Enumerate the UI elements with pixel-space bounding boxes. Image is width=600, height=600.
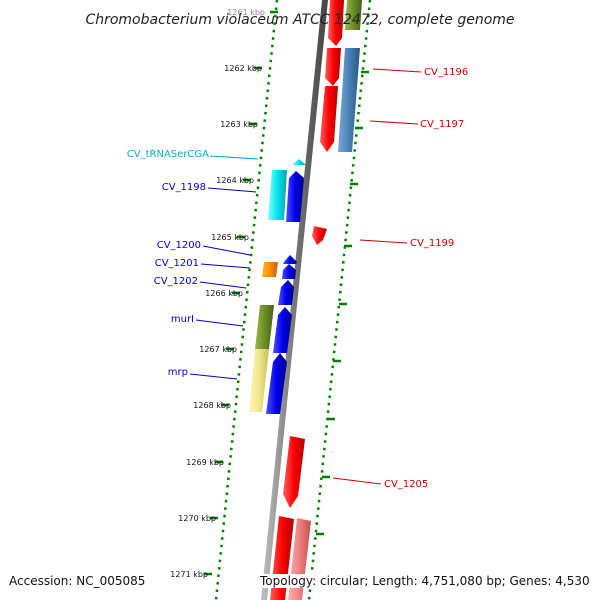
gene-feature[interactable]: [328, 0, 344, 46]
tick-marks-right: [316, 70, 369, 536]
gene-feature[interactable]: [268, 170, 287, 220]
left-label-leaders: [189, 155, 259, 380]
tick-label: 1268 kbp: [193, 401, 231, 410]
tick-label: 1266 kbp: [205, 289, 243, 298]
gene-label-CV_tRNASerCGA[interactable]: CV_tRNASerCGA: [127, 149, 209, 160]
tick-label: 1267 kbp: [199, 345, 237, 354]
right-label-leaders: [332, 68, 422, 485]
gene-feature[interactable]: [345, 0, 362, 30]
gene-label-CV_1200[interactable]: CV_1200: [157, 240, 201, 251]
gene-feature[interactable]: [273, 307, 292, 353]
gene-feature[interactable]: [262, 262, 278, 277]
gene-feature[interactable]: [283, 255, 297, 264]
gene-feature[interactable]: [282, 264, 296, 279]
gene-feature[interactable]: [278, 280, 294, 305]
tick-marks: [204, 10, 278, 576]
tick-label: 1270 kbp: [178, 514, 216, 523]
gene-label-mrp[interactable]: mrp: [168, 367, 188, 378]
gene-feature[interactable]: [286, 171, 304, 222]
dotted-ring-right: [307, 0, 372, 600]
reverse-strand: [249, 159, 306, 414]
tick-label: 1262 kbp: [224, 64, 262, 73]
dotted-ring-left: [214, 0, 279, 600]
gene-feature[interactable]: [249, 349, 269, 412]
tick-label: 1271 kbp: [170, 570, 208, 579]
gene-label-CV_1201[interactable]: CV_1201: [155, 258, 199, 269]
gene-feature[interactable]: [320, 86, 338, 152]
gene-feature[interactable]: [255, 305, 274, 349]
tick-label: 1261 kbp: [227, 8, 265, 17]
gene-label-CV_1198[interactable]: CV_1198: [162, 182, 206, 193]
gene-label-CV_1202[interactable]: CV_1202: [154, 276, 198, 287]
gene-feature[interactable]: [266, 353, 287, 414]
tick-label: 1263 kbp: [220, 120, 258, 129]
gene-label-murI[interactable]: murI: [171, 314, 194, 325]
gene-feature[interactable]: [325, 48, 341, 86]
tick-label: 1264 kbp: [216, 176, 254, 185]
tick-label: 1265 kbp: [211, 233, 249, 242]
gene-feature[interactable]: [292, 159, 306, 165]
tick-label: 1269 kbp: [186, 458, 224, 467]
genome-backbone: [261, 0, 328, 600]
gene-label-CV_1197[interactable]: CV_1197: [420, 119, 464, 130]
gene-feature[interactable]: [312, 226, 327, 245]
gene-feature[interactable]: [338, 48, 360, 152]
gene-feature[interactable]: [283, 436, 305, 508]
gene-label-CV_1205[interactable]: CV_1205: [384, 479, 428, 490]
genome-title: Chromobacterium violaceum ATCC 12472, co…: [85, 12, 514, 28]
gene-label-CV_1196[interactable]: CV_1196: [424, 67, 468, 78]
gene-label-CV_1199[interactable]: CV_1199: [410, 238, 454, 249]
accession-text: Accession: NC_005085: [7, 574, 148, 588]
topology-text: Topology: circular; Length: 4,751,080 bp…: [258, 574, 592, 588]
